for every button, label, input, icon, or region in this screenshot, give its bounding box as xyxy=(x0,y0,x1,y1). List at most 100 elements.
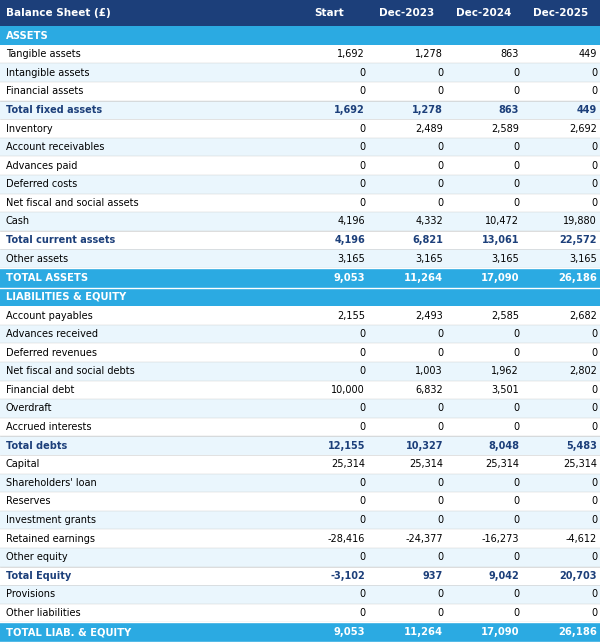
Bar xyxy=(0,567,600,585)
Bar xyxy=(0,511,600,529)
Text: 449: 449 xyxy=(577,105,597,115)
Text: 0: 0 xyxy=(359,422,365,432)
Text: -4,612: -4,612 xyxy=(566,534,597,544)
Text: 1,692: 1,692 xyxy=(334,105,365,115)
Text: -16,273: -16,273 xyxy=(482,534,519,544)
Bar xyxy=(0,307,600,325)
Bar xyxy=(0,156,600,175)
Text: 0: 0 xyxy=(591,142,597,152)
Text: 0: 0 xyxy=(513,348,519,357)
Text: 0: 0 xyxy=(359,86,365,97)
Text: 2,493: 2,493 xyxy=(415,310,443,321)
Text: 0: 0 xyxy=(513,422,519,432)
Bar xyxy=(0,288,600,307)
Text: 13,061: 13,061 xyxy=(482,235,519,245)
Text: 1,692: 1,692 xyxy=(337,49,365,59)
Text: 2,692: 2,692 xyxy=(569,124,597,133)
Text: 0: 0 xyxy=(359,366,365,376)
Text: 10,000: 10,000 xyxy=(331,385,365,395)
Text: 0: 0 xyxy=(359,608,365,618)
Bar xyxy=(0,492,600,511)
Text: 3,165: 3,165 xyxy=(491,254,519,263)
Text: 10,327: 10,327 xyxy=(406,440,443,451)
Text: 0: 0 xyxy=(591,553,597,562)
Text: 0: 0 xyxy=(359,589,365,600)
Text: 0: 0 xyxy=(513,142,519,152)
Bar xyxy=(0,64,600,82)
Bar xyxy=(0,585,600,603)
Text: 0: 0 xyxy=(359,179,365,189)
Text: Net fiscal and social assets: Net fiscal and social assets xyxy=(6,198,139,208)
Text: 26,186: 26,186 xyxy=(558,273,597,283)
Bar xyxy=(0,418,600,437)
Bar xyxy=(0,119,600,138)
Text: Shareholders' loan: Shareholders' loan xyxy=(6,478,97,488)
Text: 0: 0 xyxy=(359,553,365,562)
Text: 0: 0 xyxy=(591,348,597,357)
Bar xyxy=(0,0,600,26)
Text: 0: 0 xyxy=(591,86,597,97)
Text: 0: 0 xyxy=(359,515,365,525)
Text: 2,489: 2,489 xyxy=(415,124,443,133)
Text: Total Equity: Total Equity xyxy=(6,571,71,581)
Text: -3,102: -3,102 xyxy=(330,571,365,581)
Text: 0: 0 xyxy=(359,497,365,506)
Text: 3,165: 3,165 xyxy=(569,254,597,263)
Text: 0: 0 xyxy=(513,404,519,413)
Text: 0: 0 xyxy=(359,142,365,152)
Text: 2,682: 2,682 xyxy=(569,310,597,321)
Text: Account receivables: Account receivables xyxy=(6,142,104,152)
Text: Capital: Capital xyxy=(6,459,40,469)
Text: 25,314: 25,314 xyxy=(563,459,597,469)
Text: 0: 0 xyxy=(359,68,365,78)
Text: TOTAL ASSETS: TOTAL ASSETS xyxy=(6,273,88,283)
Text: 0: 0 xyxy=(437,68,443,78)
Text: 0: 0 xyxy=(437,198,443,208)
Bar xyxy=(0,362,600,381)
Text: 0: 0 xyxy=(591,179,597,189)
Text: Financial assets: Financial assets xyxy=(6,86,83,97)
Bar xyxy=(0,548,600,567)
Text: 449: 449 xyxy=(578,49,597,59)
Text: 0: 0 xyxy=(591,515,597,525)
Text: 19,880: 19,880 xyxy=(563,216,597,227)
Text: 12,155: 12,155 xyxy=(328,440,365,451)
Text: Cash: Cash xyxy=(6,216,30,227)
Text: 4,332: 4,332 xyxy=(415,216,443,227)
Text: Deferred revenues: Deferred revenues xyxy=(6,348,97,357)
Bar xyxy=(0,100,600,119)
Text: -28,416: -28,416 xyxy=(328,534,365,544)
Text: 0: 0 xyxy=(591,589,597,600)
Text: Advances received: Advances received xyxy=(6,329,98,339)
Text: 3,501: 3,501 xyxy=(491,385,519,395)
Text: Retained earnings: Retained earnings xyxy=(6,534,95,544)
Bar xyxy=(0,399,600,418)
Text: 0: 0 xyxy=(513,198,519,208)
Text: 9,042: 9,042 xyxy=(488,571,519,581)
Text: 20,703: 20,703 xyxy=(560,571,597,581)
Text: 0: 0 xyxy=(591,608,597,618)
Text: 0: 0 xyxy=(513,68,519,78)
Text: 863: 863 xyxy=(499,105,519,115)
Text: Inventory: Inventory xyxy=(6,124,53,133)
Text: Other liabilities: Other liabilities xyxy=(6,608,80,618)
Text: Other equity: Other equity xyxy=(6,553,68,562)
Text: 4,196: 4,196 xyxy=(334,235,365,245)
Text: 17,090: 17,090 xyxy=(481,627,519,637)
Text: 0: 0 xyxy=(437,86,443,97)
Text: 2,155: 2,155 xyxy=(337,310,365,321)
Text: 0: 0 xyxy=(359,478,365,488)
Text: 2,802: 2,802 xyxy=(569,366,597,376)
Bar xyxy=(0,26,600,45)
Text: 0: 0 xyxy=(437,422,443,432)
Text: Advances paid: Advances paid xyxy=(6,161,77,171)
Text: 10,472: 10,472 xyxy=(485,216,519,227)
Bar xyxy=(0,455,600,473)
Text: 25,314: 25,314 xyxy=(485,459,519,469)
Text: 25,314: 25,314 xyxy=(331,459,365,469)
Text: 0: 0 xyxy=(359,329,365,339)
Bar xyxy=(0,194,600,212)
Text: 1,278: 1,278 xyxy=(415,49,443,59)
Text: ASSETS: ASSETS xyxy=(6,30,49,41)
Text: 17,090: 17,090 xyxy=(481,273,519,283)
